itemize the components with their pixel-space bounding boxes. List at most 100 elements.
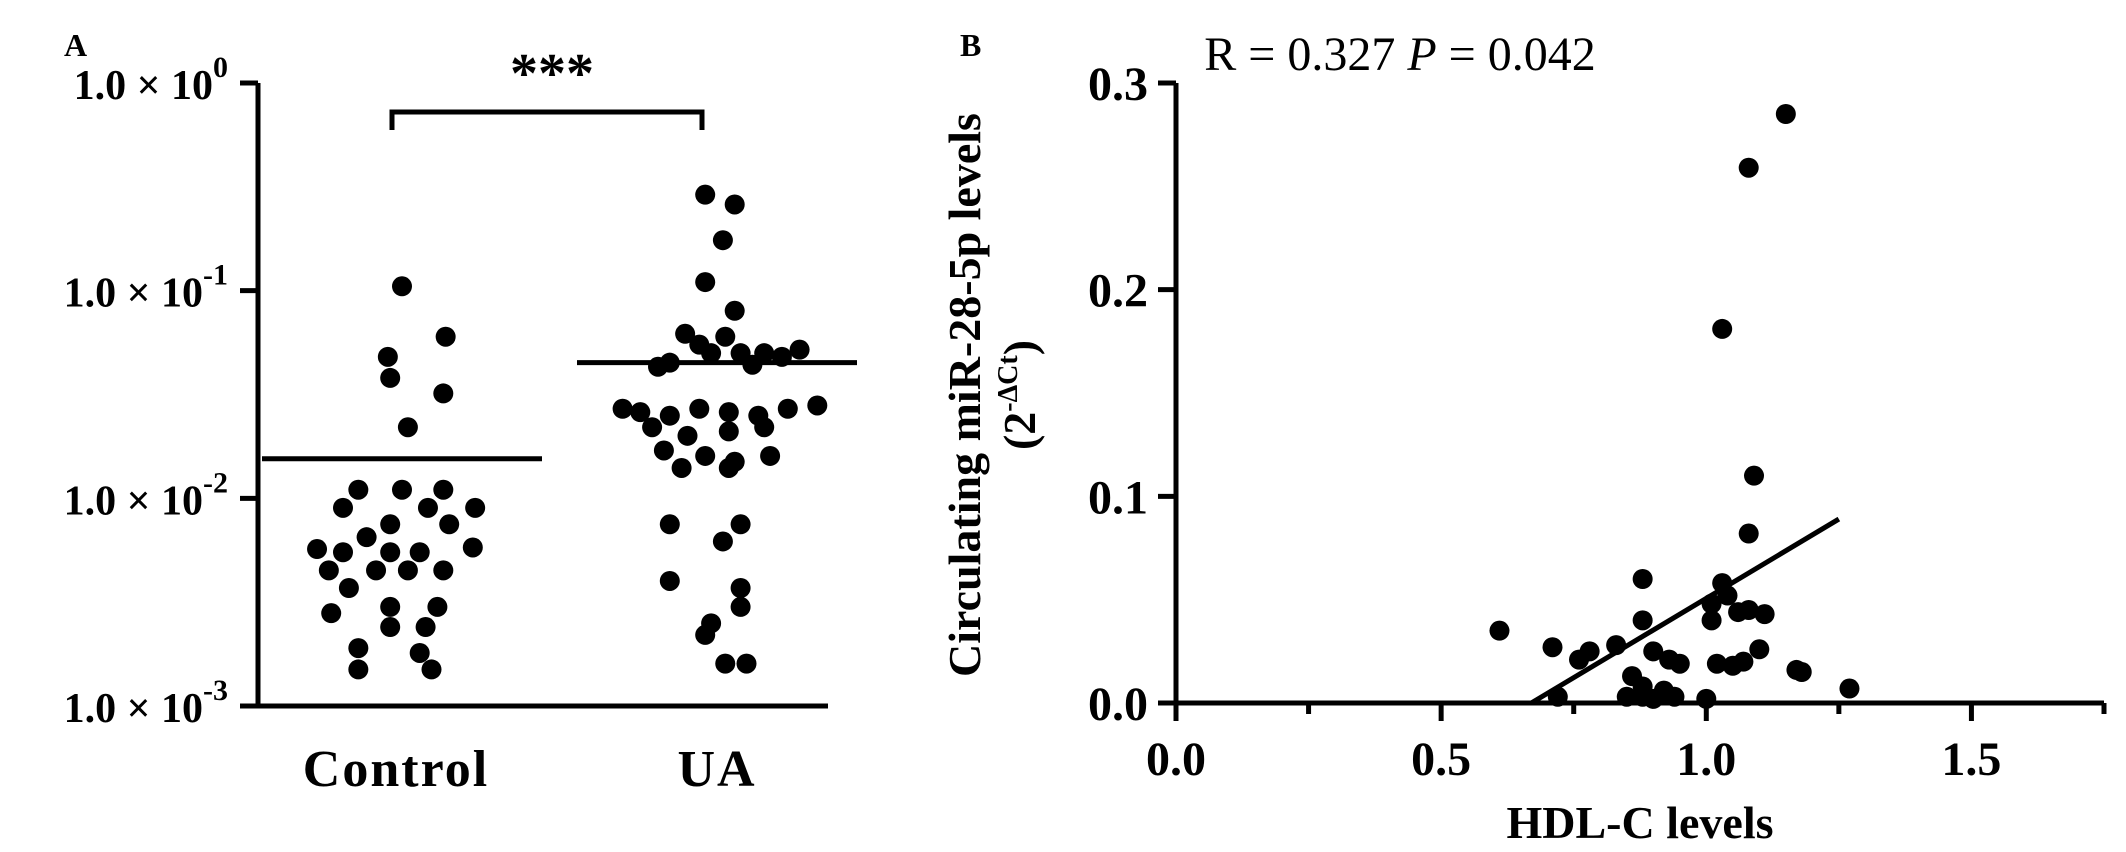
data-point-ua	[807, 395, 828, 416]
y-axis-label-line2: (2-ΔCt)	[993, 340, 1045, 450]
data-point-control	[366, 560, 387, 581]
data-point-ua	[715, 326, 736, 347]
panel-b-y-ticks: 0.0 0.1 0.2 0.3	[1088, 58, 1176, 731]
data-point-control	[433, 479, 454, 500]
panel-b-y-tick-label: 0.3	[1088, 58, 1148, 111]
data-point	[1616, 686, 1637, 707]
data-point-control	[462, 537, 483, 558]
data-point	[1738, 157, 1759, 178]
data-point-control	[348, 638, 369, 659]
data-point-ua	[695, 272, 716, 293]
y-axis-label-pre: (2	[994, 412, 1045, 450]
panel-a-label: A	[64, 27, 87, 63]
category-label-control: Control	[303, 741, 489, 798]
data-point-ua	[642, 417, 663, 438]
data-point-ua	[695, 624, 716, 645]
data-point	[1754, 604, 1775, 625]
data-point	[1643, 688, 1664, 709]
data-point-control	[433, 560, 454, 581]
data-point-control	[380, 596, 401, 617]
panel-b-y-tick-label: 0.0	[1088, 678, 1148, 731]
data-point-control	[338, 578, 359, 599]
data-point-control	[380, 617, 401, 638]
panel-a-points	[307, 184, 828, 680]
data-point-control	[409, 642, 430, 663]
data-point	[1712, 318, 1733, 339]
data-point-control	[356, 527, 377, 548]
y-tick-exponent: -3	[203, 674, 228, 707]
data-point-ua	[677, 425, 698, 446]
data-point-ua	[648, 356, 668, 377]
data-point-ua	[659, 405, 680, 426]
data-point	[1632, 610, 1653, 631]
data-point-control	[465, 497, 486, 518]
data-point-ua	[736, 653, 757, 674]
data-point-control	[435, 326, 456, 347]
data-point	[1706, 653, 1727, 674]
data-point-control	[348, 659, 369, 680]
data-point-ua	[718, 457, 739, 478]
data-point-control	[392, 479, 412, 500]
data-point-control	[392, 276, 412, 297]
panel-b-x-ticks: 0.0 0.5 1.0 1.5	[1146, 703, 2107, 786]
stat-r: R = 0.327	[1204, 28, 1407, 81]
data-point	[1738, 600, 1759, 620]
data-point-control	[380, 542, 401, 563]
panel-a-y-tick-label: 1.0 × 10-3	[64, 674, 228, 732]
panel-b-y-tick-label: 0.1	[1088, 471, 1148, 524]
data-point	[1839, 678, 1860, 699]
data-point-control	[427, 596, 448, 617]
panel-b-x-tick-label: 1.0	[1676, 733, 1736, 786]
data-point	[1643, 641, 1664, 662]
data-point-ua	[630, 402, 651, 423]
data-point-control	[348, 479, 369, 500]
data-point-ua	[760, 445, 781, 466]
data-point-control	[333, 497, 353, 518]
panel-b-x-tick-label: 1.5	[1941, 733, 2001, 786]
data-point	[1664, 686, 1685, 707]
data-point-ua	[718, 421, 739, 442]
data-point-ua	[718, 402, 739, 423]
data-point-control	[318, 560, 339, 581]
y-axis-label-sup: -ΔCt	[993, 355, 1024, 412]
data-point-ua	[695, 184, 716, 205]
data-point-control	[417, 497, 438, 518]
data-point-control	[415, 617, 436, 638]
data-point-control	[380, 367, 401, 388]
data-point	[1669, 653, 1690, 674]
data-point	[1489, 620, 1510, 641]
data-point	[1701, 610, 1722, 631]
data-point-ua	[715, 653, 736, 674]
data-point-control	[397, 560, 418, 581]
regression-line	[1530, 516, 1841, 706]
data-point-ua	[789, 339, 810, 360]
panel-a-y-tick-label: 1.0 × 10-2	[64, 466, 228, 524]
panel-b-y-tick-label: 0.2	[1088, 265, 1148, 318]
data-point-ua	[730, 578, 751, 599]
panel-b-label: B	[960, 27, 981, 63]
panel-a-y-tick-label: 1.0 × 10-1	[64, 259, 228, 317]
data-point-ua	[659, 570, 680, 591]
data-point-ua	[653, 440, 674, 461]
data-point-ua	[659, 514, 680, 535]
data-point-control	[380, 514, 401, 535]
panel-b-x-tick-label: 0.5	[1411, 733, 1471, 786]
panel-b-scatter: B R = 0.327 P = 0.042 0.0 0.1 0.2 0.3 0.0 0.…	[939, 27, 2107, 848]
correlation-stats: R = 0.327 P = 0.042	[1204, 28, 1596, 81]
data-point	[1696, 688, 1717, 709]
data-point-control	[333, 542, 353, 563]
data-point	[1733, 651, 1754, 672]
panel-a-y-tick-label: 1.0 × 100	[74, 51, 228, 109]
data-point-ua	[777, 398, 798, 419]
data-point-control	[397, 417, 418, 438]
data-point-ua	[724, 300, 745, 321]
y-tick-base: 1.0 × 10	[64, 271, 203, 317]
data-point-ua	[612, 398, 633, 419]
data-point-ua	[695, 445, 716, 466]
y-tick-exponent: 0	[213, 51, 228, 84]
stat-p-label: P	[1406, 28, 1436, 81]
category-label-ua: UA	[677, 741, 756, 798]
